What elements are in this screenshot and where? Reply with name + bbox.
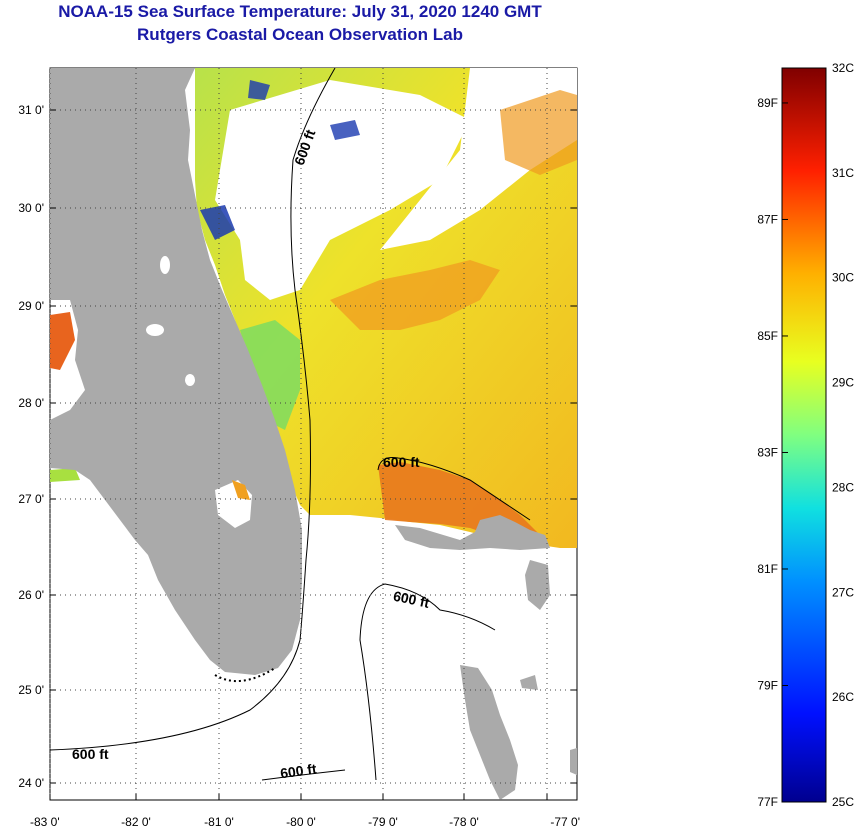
contour-label: 600 ft	[279, 760, 318, 781]
depth-contour-600ft	[261, 769, 346, 781]
lon-tick-label: -81 0'	[204, 815, 234, 829]
florida-keys	[214, 667, 276, 683]
andros-land	[460, 665, 518, 800]
colorbar-fahrenheit-label: 81F	[757, 562, 778, 576]
grand-bahama-land	[395, 515, 550, 550]
colorbar-fahrenheit-label: 83F	[757, 445, 778, 459]
colorbar	[781, 67, 827, 803]
contour-label: 600 ft	[72, 746, 109, 762]
colorbar-labels: 32C 31C 30C 29C 28C 27C 26C 25C 89F 87F 85F 83F 81F 7…	[757, 61, 854, 809]
lat-tick-label: 27 0'	[18, 492, 44, 506]
lat-tick-label: 24 0'	[18, 776, 44, 790]
colorbar-celsius-label: 28C	[832, 480, 854, 494]
contour-label: 600 ft	[392, 588, 431, 611]
lat-tick-label: 30 0'	[18, 201, 44, 215]
cloud-gap	[215, 80, 470, 300]
cool-patch	[200, 205, 235, 240]
colorbar-fahrenheit-label: 87F	[757, 212, 778, 226]
bahamas-islet	[570, 748, 577, 775]
colorbar-celsius-label: 32C	[832, 61, 854, 75]
abaco-land	[525, 560, 550, 610]
colorbar-celsius-label: 27C	[832, 585, 854, 599]
lon-tick-label: -77 0'	[550, 815, 580, 829]
colorbar-celsius-label: 26C	[832, 690, 854, 704]
graticule	[49, 68, 577, 800]
warm-patch	[500, 90, 577, 175]
lat-tick-label: 28 0'	[18, 396, 44, 410]
warm-patch	[330, 260, 500, 330]
depth-contour-600ft	[377, 457, 531, 521]
cool-patch	[50, 468, 80, 482]
inland-lake	[146, 324, 164, 336]
colorbar-celsius-label: 30C	[832, 271, 854, 285]
lon-tick-label: -80 0'	[286, 815, 316, 829]
axis-ticks: 31 0' 30 0' 29 0' 28 0' 27 0' 26 0' 25 0' 24 0'…	[18, 103, 580, 829]
lon-tick-label: -79 0'	[368, 815, 398, 829]
lat-tick-label: 26 0'	[18, 588, 44, 602]
cool-patch	[330, 120, 360, 140]
lon-tick-label: -82 0'	[121, 815, 151, 829]
lat-tick-label: 31 0'	[18, 103, 44, 117]
colorbar-celsius-label: 25C	[832, 795, 854, 809]
colorbar-fahrenheit-label: 85F	[757, 329, 778, 343]
depth-contour-600ft	[50, 68, 336, 751]
lon-tick-label: -83 0'	[30, 815, 60, 829]
map-subtitle: Rutgers Coastal Ocean Observation Lab	[137, 25, 463, 44]
colorbar-fahrenheit-label: 89F	[757, 96, 778, 110]
warm-patch	[50, 312, 75, 370]
lake-warm-patch	[232, 480, 250, 500]
contour-label: 600 ft	[383, 454, 420, 470]
lat-tick-label: 25 0'	[18, 683, 44, 697]
colorbar-celsius-label: 29C	[832, 376, 854, 390]
lat-tick-label: 29 0'	[18, 299, 44, 313]
colorbar-fahrenheit-label: 77F	[757, 795, 778, 809]
depth-contour-600ft	[359, 583, 496, 781]
inland-lake	[185, 374, 195, 386]
colorbar-celsius-label: 31C	[832, 166, 854, 180]
inland-lake	[160, 256, 170, 274]
cool-patch	[248, 80, 270, 100]
bahamas-islet	[520, 675, 538, 690]
colorbar-fahrenheit-label: 79F	[757, 678, 778, 692]
lon-tick-label: -78 0'	[449, 815, 479, 829]
map-title: NOAA-15 Sea Surface Temperature: July 31…	[58, 2, 542, 21]
